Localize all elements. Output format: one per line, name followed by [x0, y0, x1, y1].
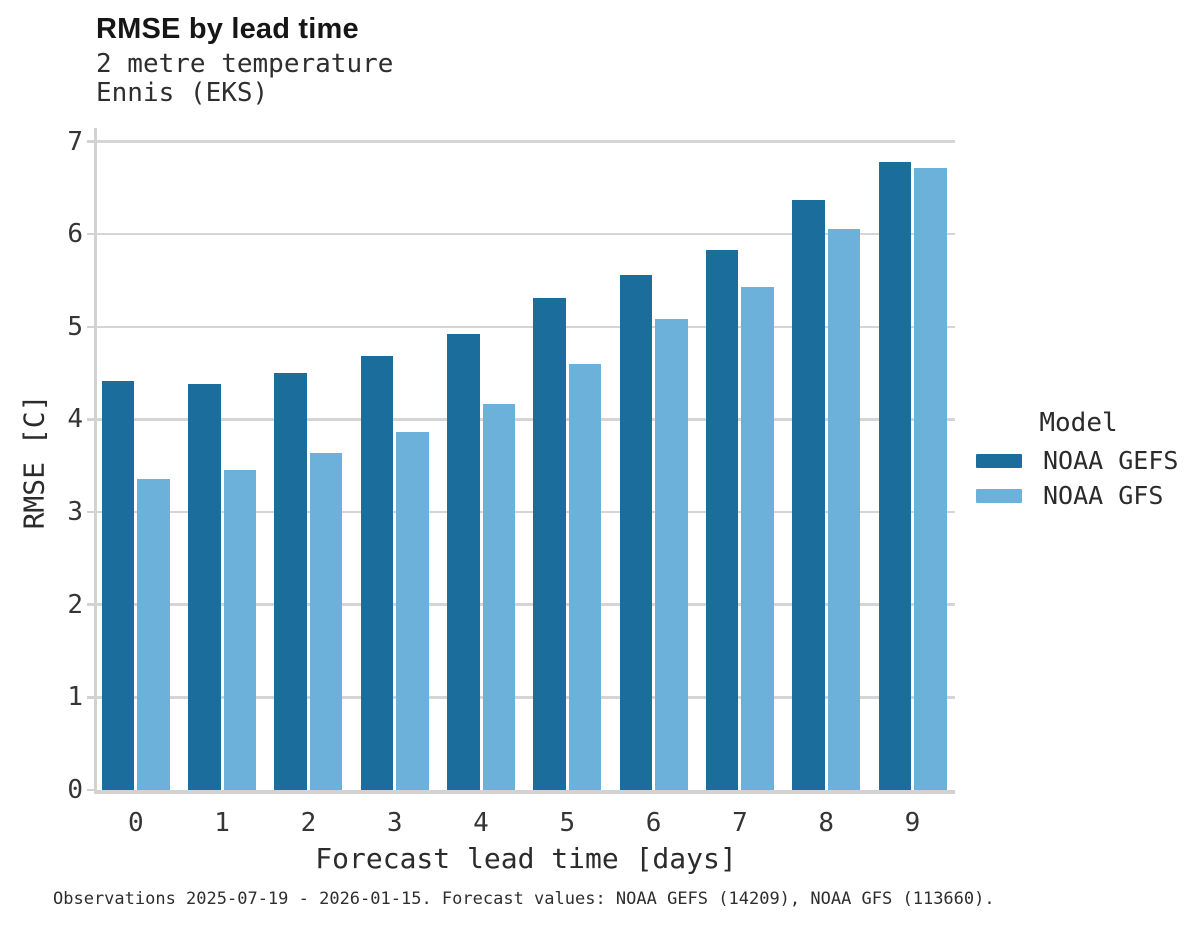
- bar-noaa-gefs-lead-4: [447, 334, 480, 790]
- bar-noaa-gfs-lead-4: [482, 403, 515, 790]
- legend-title: Model: [1039, 408, 1118, 438]
- bar-noaa-gefs-lead-3: [360, 355, 394, 790]
- y-tick-label-6: 6: [67, 219, 83, 250]
- x-tick-label-1: 1: [214, 808, 230, 838]
- chart-header: RMSE by lead time 2 metre temperature En…: [96, 12, 393, 108]
- y-tick-1: [87, 696, 94, 699]
- bar-noaa-gefs-lead-5: [533, 298, 566, 790]
- bar-noaa-gfs-lead-6: [655, 319, 688, 790]
- caption: Observations 2025-07-19 - 2026-01-15. Fo…: [53, 889, 995, 909]
- gridline-y-4: [97, 418, 955, 421]
- legend-label-noaa-gfs: NOAA GFS: [1043, 481, 1164, 510]
- y-axis-line: [93, 128, 97, 794]
- y-tick-0: [87, 788, 94, 792]
- x-tick-label-9: 9: [904, 808, 921, 838]
- x-tick-label-0: 0: [127, 808, 144, 838]
- legend-item-noaa-gfs: NOAA GFS: [976, 478, 1181, 513]
- y-tick-4: [87, 418, 94, 421]
- y-tick-label-7: 7: [67, 126, 83, 157]
- bar-noaa-gefs-lead-8: [792, 199, 825, 790]
- bar-noaa-gefs-lead-1: [188, 384, 221, 790]
- gridline-y-5: [97, 325, 955, 329]
- y-tick-label-3: 3: [67, 497, 83, 528]
- x-tick-label-4: 4: [473, 808, 489, 838]
- bar-noaa-gfs-lead-0: [137, 478, 170, 790]
- x-tick-label-3: 3: [386, 808, 403, 838]
- x-tick-label-6: 6: [645, 808, 662, 838]
- bar-noaa-gfs-lead-3: [396, 432, 429, 790]
- y-tick-6: [87, 232, 94, 236]
- bar-noaa-gefs-lead-2: [274, 373, 307, 790]
- gridline-y-7: [97, 140, 955, 143]
- legend-swatch-noaa-gfs: [976, 488, 1022, 503]
- bar-noaa-gfs-lead-1: [223, 470, 257, 790]
- bar-noaa-gefs-lead-9: [878, 161, 911, 790]
- y-tick-5: [87, 325, 94, 329]
- y-tick-label-4: 4: [67, 404, 83, 435]
- bar-noaa-gefs-lead-0: [101, 381, 135, 790]
- x-tick-label-2: 2: [300, 808, 317, 838]
- x-axis-line: [93, 790, 955, 794]
- x-tick-label-7: 7: [732, 808, 748, 838]
- y-tick-2: [87, 603, 94, 606]
- bar-noaa-gfs-lead-5: [568, 363, 602, 790]
- gridline-y-6: [97, 232, 955, 236]
- bar-noaa-gefs-lead-6: [619, 274, 653, 790]
- legend-item-noaa-gefs: NOAA GEFS: [976, 443, 1181, 478]
- bar-noaa-gefs-lead-7: [705, 249, 739, 790]
- legend-label-noaa-gefs: NOAA GEFS: [1043, 446, 1179, 475]
- bar-noaa-gfs-lead-7: [741, 286, 774, 790]
- plot-area: Forecast lead time [days] 0 1 2 3 4 5 6 7 0 1 2 3 4 5…: [67, 127, 955, 875]
- bar-noaa-gfs-lead-9: [914, 168, 947, 790]
- legend-swatch-noaa-gefs: [976, 453, 1022, 468]
- chart-subtitle-station: Ennis (EKS): [96, 78, 269, 108]
- chart-title: RMSE by lead time: [96, 13, 359, 45]
- y-tick-label-0: 0: [67, 775, 83, 805]
- x-axis-title: Forecast lead time [days]: [315, 842, 737, 875]
- y-tick-3: [87, 510, 94, 514]
- y-tick-7: [87, 140, 94, 143]
- bar-noaa-gfs-lead-2: [309, 452, 343, 790]
- gridline-y-2: [97, 603, 955, 606]
- x-tick-label-5: 5: [559, 808, 576, 838]
- bar-noaa-gfs-lead-8: [827, 228, 861, 790]
- gridline-y-3: [97, 510, 955, 514]
- chart-subtitle-variable: 2 metre temperature: [96, 49, 394, 79]
- legend: Model NOAA GEFS NOAA GFS: [976, 408, 1181, 513]
- gridline-y-1: [97, 696, 955, 699]
- y-tick-label-2: 2: [67, 589, 83, 620]
- y-tick-label-1: 1: [67, 682, 83, 713]
- y-tick-label-5: 5: [67, 311, 83, 342]
- x-tick-label-8: 8: [818, 808, 835, 838]
